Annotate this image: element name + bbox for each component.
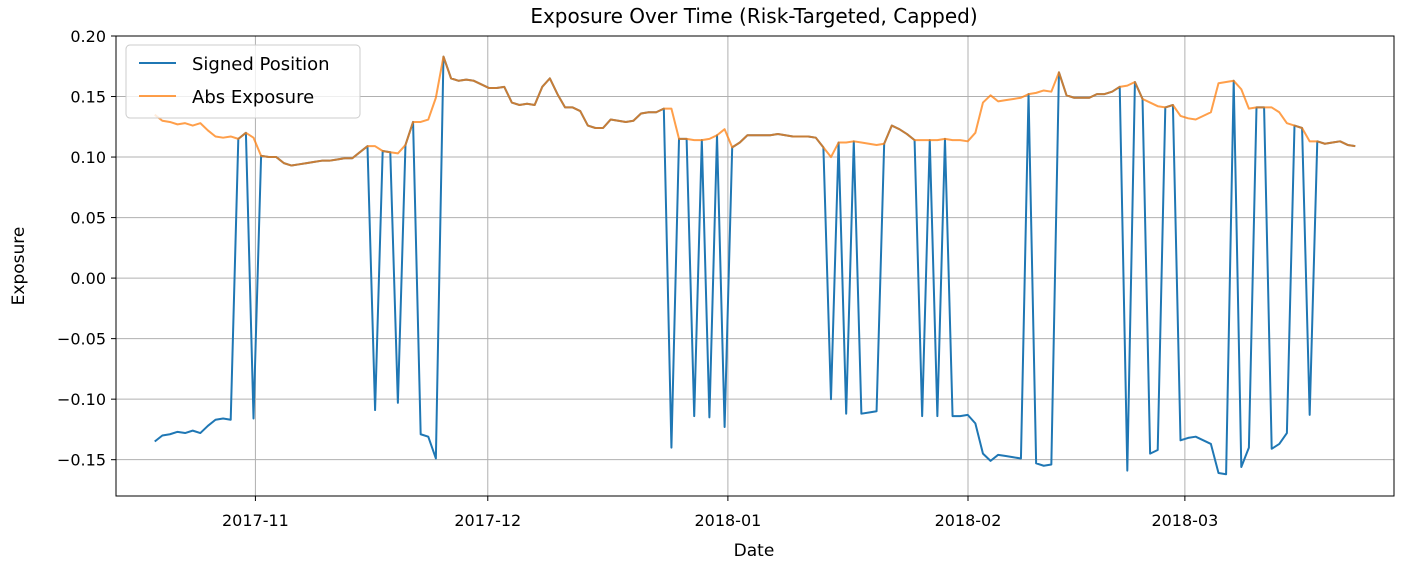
legend-label-abs-exposure: Abs Exposure [192, 87, 314, 108]
series-line-abs-exposure [154, 55, 1356, 167]
y-tick-label: 0.05 [70, 209, 106, 228]
x-axis-label: Date [734, 541, 775, 561]
legend: Signed Position Abs Exposure [125, 44, 361, 119]
y-tick-label: −0.15 [57, 451, 106, 470]
legend-label-signed-position: Signed Position [192, 54, 330, 75]
chart-title: Exposure Over Time (Risk-Targeted, Cappe… [530, 4, 977, 28]
y-axis-label: Exposure [9, 227, 29, 306]
plot-frame [115, 35, 1395, 497]
x-tick-label: 2018-01 [694, 511, 761, 530]
y-tick-label: 0.10 [70, 148, 106, 167]
series-lines [154, 55, 1356, 476]
y-axis-ticks: −0.15 −0.10 −0.05 0.00 0.05 0.10 0.15 0.20 [57, 27, 116, 470]
x-tick-label: 2018-02 [935, 511, 1002, 530]
x-axis-ticks: 2017-11 2017-12 2018-01 2018-02 2018-03 [222, 496, 1218, 530]
y-tick-label: 0.00 [70, 269, 106, 288]
x-tick-label: 2017-12 [454, 511, 521, 530]
x-tick-label: 2017-11 [222, 511, 289, 530]
y-tick-label: 0.15 [70, 88, 106, 107]
grid [116, 35, 1394, 496]
y-tick-label: −0.05 [57, 330, 106, 349]
y-tick-label: 0.20 [70, 27, 106, 46]
y-tick-label: −0.10 [57, 390, 106, 409]
x-tick-label: 2018-03 [1151, 511, 1218, 530]
series-line-signed-position [154, 55, 1356, 476]
legend-box [125, 44, 361, 119]
